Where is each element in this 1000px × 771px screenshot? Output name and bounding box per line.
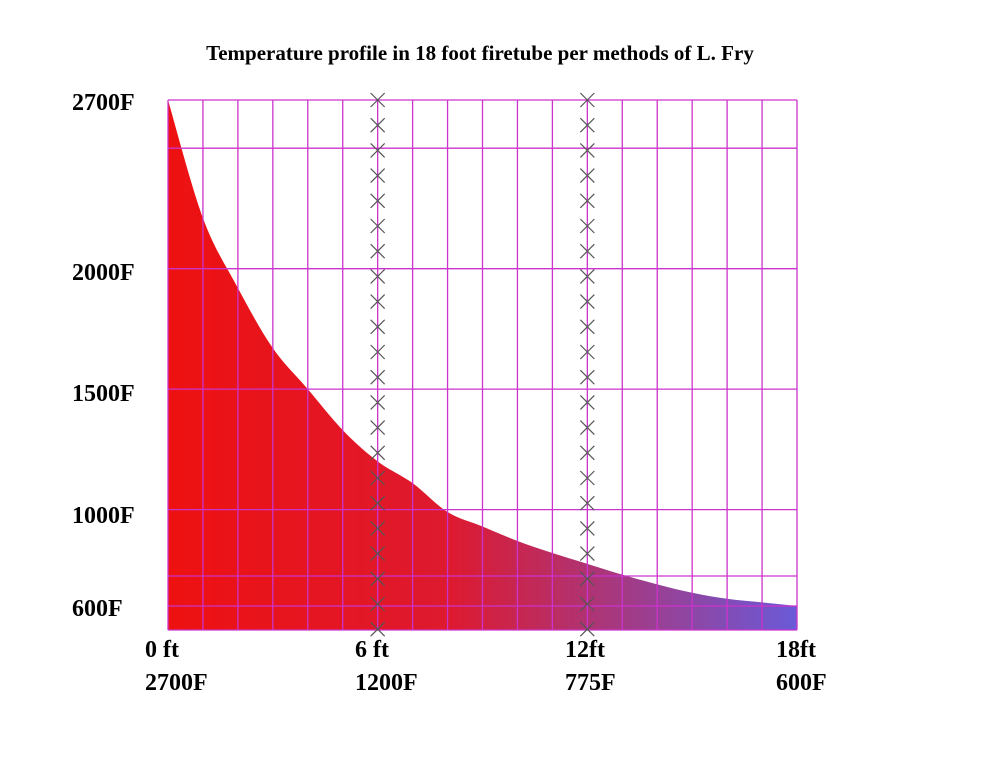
x-tick-sublabel: 600F <box>776 670 827 696</box>
x-tick-sublabel: 2700F <box>145 670 208 696</box>
x-tick-labels: 0 ft 2700F 6 ft 1200F 12ft 775F 18ft 600F <box>145 637 827 696</box>
x-marker <box>579 420 595 436</box>
x-marker <box>579 621 595 637</box>
x-marker <box>370 294 386 310</box>
y-tick-label: 2700F <box>72 90 135 116</box>
x-marker <box>579 142 595 158</box>
x-marker <box>370 142 386 158</box>
marker-layer <box>370 92 595 637</box>
x-marker <box>579 596 595 612</box>
x-marker <box>370 445 386 461</box>
x-tick-sublabel: 1200F <box>355 670 418 696</box>
x-tick-label: 6 ft <box>355 637 389 663</box>
x-marker <box>370 621 386 637</box>
x-tick-label: 0 ft <box>145 637 179 663</box>
x-marker <box>579 294 595 310</box>
y-tick-label: 600F <box>72 596 123 622</box>
x-marker <box>579 344 595 360</box>
x-marker <box>370 470 386 486</box>
x-marker <box>370 243 386 259</box>
x-marker <box>579 571 595 587</box>
x-marker <box>370 394 386 410</box>
x-tick-label: 18ft <box>776 637 816 663</box>
area-layer <box>168 100 797 630</box>
x-marker <box>579 117 595 133</box>
x-marker <box>370 420 386 436</box>
x-tick-sublabel: 775F <box>565 670 616 696</box>
x-marker <box>579 495 595 511</box>
chart-title: Temperature profile in 18 foot firetube … <box>206 41 754 65</box>
x-marker <box>579 218 595 234</box>
y-tick-labels: 2700F 2000F 1500F 1000F 600F <box>72 90 135 622</box>
x-marker <box>579 520 595 536</box>
x-marker <box>370 319 386 335</box>
y-tick-label: 1500F <box>72 381 135 407</box>
x-marker <box>370 495 386 511</box>
x-marker <box>579 394 595 410</box>
x-marker <box>370 218 386 234</box>
x-marker <box>579 268 595 284</box>
x-marker <box>370 168 386 184</box>
x-marker <box>579 193 595 209</box>
x-marker <box>579 445 595 461</box>
x-marker <box>370 546 386 562</box>
x-marker <box>370 193 386 209</box>
temperature-area <box>168 100 797 630</box>
x-tick-label: 12ft <box>565 637 605 663</box>
x-marker <box>370 92 386 108</box>
x-marker <box>370 520 386 536</box>
y-tick-label: 2000F <box>72 260 135 286</box>
x-marker <box>579 168 595 184</box>
x-marker <box>370 571 386 587</box>
grid-layer <box>167 99 798 631</box>
x-marker <box>370 117 386 133</box>
x-marker <box>579 243 595 259</box>
x-marker <box>579 470 595 486</box>
y-tick-label: 1000F <box>72 503 135 529</box>
x-marker <box>370 344 386 360</box>
x-marker <box>370 268 386 284</box>
x-marker <box>579 319 595 335</box>
x-marker <box>579 92 595 108</box>
x-marker <box>370 596 386 612</box>
x-marker <box>579 369 595 385</box>
x-marker <box>370 369 386 385</box>
x-marker <box>579 546 595 562</box>
